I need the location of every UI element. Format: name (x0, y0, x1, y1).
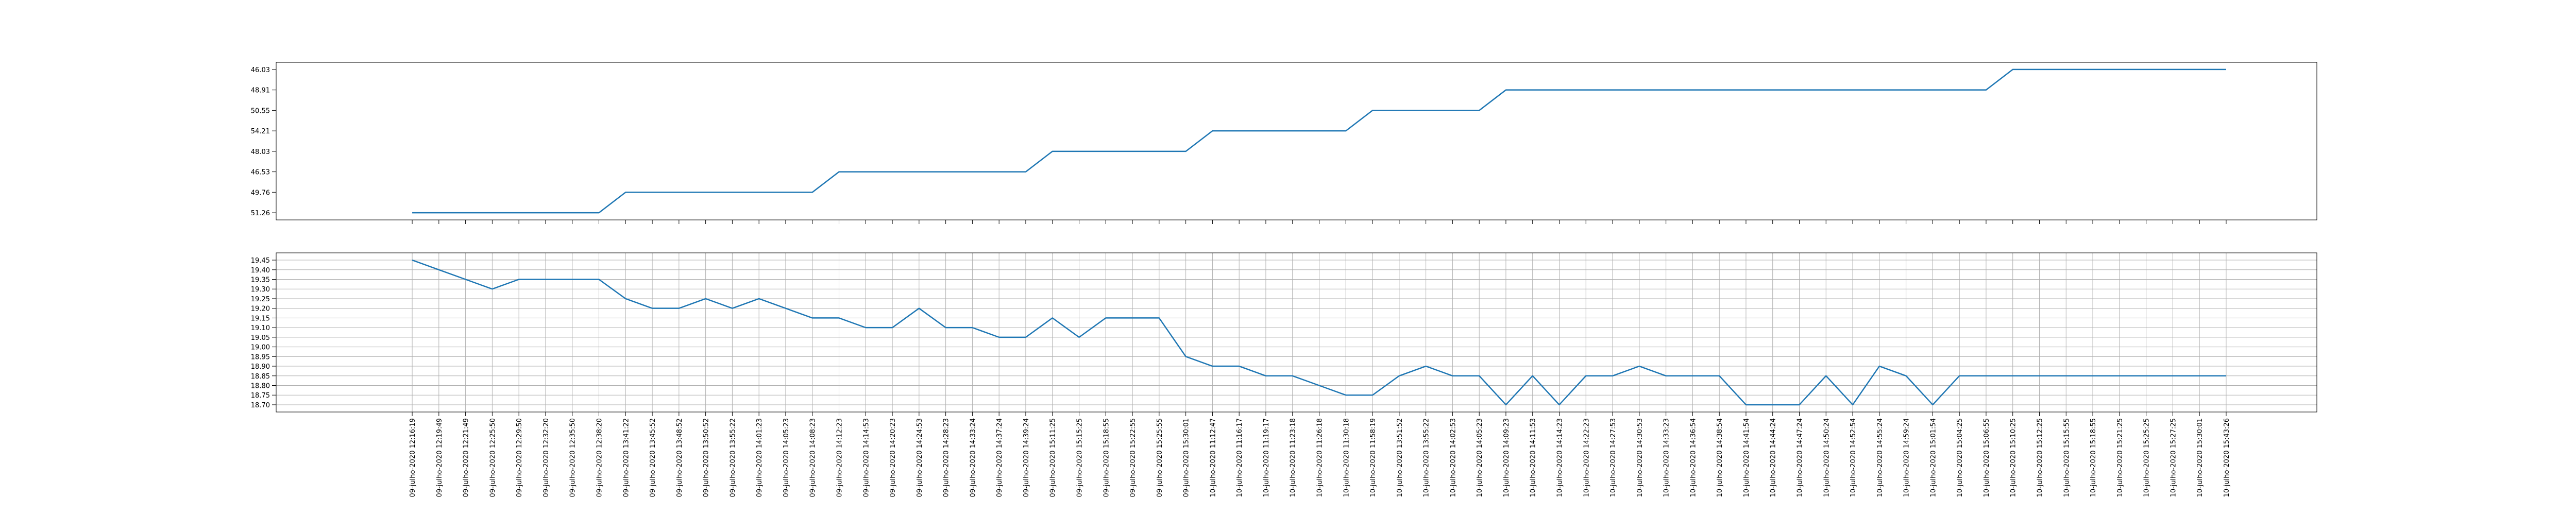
x-tick-label: 10-julho-2020 11:12:47 (1209, 418, 1217, 497)
x-tick-label: 09-julho-2020 14:28:23 (943, 418, 951, 497)
x-tick-label: 10-julho-2020 11:30:18 (1343, 418, 1350, 497)
x-tick-label: 10-julho-2020 15:10:25 (2010, 418, 2018, 497)
x-tick-label: 09-julho-2020 12:32:20 (543, 418, 550, 497)
x-tick-label: 10-julho-2020 15:04:25 (1956, 418, 1964, 497)
x-tick-label: 09-julho-2020 15:18:55 (1103, 418, 1110, 497)
x-tick-label: 09-julho-2020 15:11:25 (1049, 418, 1057, 497)
x-tick-label: 09-julho-2020 15:22:55 (1129, 418, 1137, 497)
x-tick-label: 10-julho-2020 15:25:25 (2143, 418, 2151, 497)
y-tick-label: 51.26 (251, 210, 270, 217)
x-tick-label: 10-julho-2020 15:27:25 (2170, 418, 2177, 497)
y-tick-label: 18.70 (251, 402, 270, 409)
y-tick-label: 19.35 (251, 277, 270, 284)
x-tick-label: 09-julho-2020 14:33:24 (969, 418, 977, 497)
x-tick-label: 09-julho-2020 14:01:23 (756, 418, 764, 497)
y-tick-label: 48.03 (251, 148, 270, 156)
x-tick-label: 09-julho-2020 14:08:23 (809, 418, 817, 497)
x-tick-label: 10-julho-2020 11:19:17 (1263, 418, 1270, 497)
y-tick-label: 19.05 (251, 334, 270, 342)
x-tick-label: 10-julho-2020 13:55:22 (1423, 418, 1431, 497)
x-tick-label: 10-julho-2020 15:15:55 (2063, 418, 2071, 497)
y-tick-label: 19.15 (251, 315, 270, 322)
x-tick-label: 09-julho-2020 14:39:24 (1023, 418, 1030, 497)
x-tick-label: 10-julho-2020 14:14:23 (1556, 418, 1564, 497)
x-tick-label: 10-julho-2020 15:30:01 (2196, 418, 2204, 497)
y-tick-label: 46.03 (251, 66, 270, 74)
x-tick-label: 10-julho-2020 11:16:17 (1236, 418, 1244, 497)
x-tick-label: 09-julho-2020 15:25:55 (1156, 418, 1164, 497)
x-tick-label: 10-julho-2020 15:18:55 (2090, 418, 2097, 497)
y-tick-label: 18.95 (251, 353, 270, 361)
x-tick-label: 10-julho-2020 11:26:18 (1316, 418, 1324, 497)
x-tick-label: 09-julho-2020 15:15:25 (1076, 418, 1084, 497)
x-tick-label: 10-julho-2020 15:12:25 (2037, 418, 2044, 497)
x-tick-label: 09-julho-2020 14:12:23 (836, 418, 844, 497)
x-tick-label: 10-julho-2020 15:21:25 (2116, 418, 2124, 497)
x-tick-label: 09-julho-2020 13:41:22 (622, 418, 630, 497)
y-tick-label: 19.40 (251, 267, 270, 274)
x-tick-label: 09-julho-2020 12:35:50 (569, 418, 577, 497)
x-tick-label: 09-julho-2020 12:25:50 (489, 418, 497, 497)
x-tick-label: 10-julho-2020 14:33:23 (1663, 418, 1671, 497)
x-tick-label: 10-julho-2020 15:06:55 (1983, 418, 1991, 497)
x-tick-label: 09-julho-2020 14:14:53 (862, 418, 870, 497)
x-tick-label: 10-julho-2020 14:38:54 (1716, 418, 1724, 497)
x-tick-label: 10-julho-2020 14:50:24 (1823, 418, 1831, 497)
x-tick-label: 09-julho-2020 12:19:49 (436, 418, 444, 497)
x-tick-label: 10-julho-2020 14:52:54 (1850, 418, 1857, 497)
x-tick-label: 10-julho-2020 14:36:54 (1689, 418, 1697, 497)
y-tick-label: 19.20 (251, 305, 270, 313)
x-tick-label: 09-julho-2020 14:24:53 (916, 418, 924, 497)
y-tick-label: 18.75 (251, 392, 270, 400)
y-tick-label: 54.21 (251, 128, 270, 135)
x-tick-label: 10-julho-2020 11:58:19 (1369, 418, 1377, 497)
x-tick-label: 09-julho-2020 13:48:52 (676, 418, 684, 497)
y-tick-label: 46.53 (251, 169, 270, 177)
y-tick-label: 18.80 (251, 383, 270, 390)
x-tick-label: 10-julho-2020 14:55:24 (1876, 418, 1884, 497)
x-tick-label: 10-julho-2020 14:30:53 (1636, 418, 1644, 497)
x-tick-label: 10-julho-2020 14:02:53 (1449, 418, 1457, 497)
x-tick-label: 10-julho-2020 14:22:23 (1583, 418, 1590, 497)
x-tick-label: 10-julho-2020 14:44:24 (1770, 418, 1777, 497)
y-tick-label: 19.10 (251, 324, 270, 332)
x-tick-label: 09-julho-2020 13:50:52 (703, 418, 710, 497)
x-tick-label: 09-julho-2020 14:37:24 (996, 418, 1004, 497)
x-tick-label: 10-julho-2020 11:23:18 (1290, 418, 1297, 497)
x-tick-label: 10-julho-2020 13:51:52 (1396, 418, 1404, 497)
x-tick-label: 09-julho-2020 12:16:19 (409, 418, 417, 497)
series-line (412, 68, 2226, 214)
axes-frame (276, 252, 2317, 413)
x-tick-label: 09-julho-2020 14:05:23 (783, 418, 790, 497)
x-tick-label: 10-julho-2020 14:27:53 (1609, 418, 1617, 497)
y-tick-label: 49.76 (251, 189, 270, 197)
x-tick-label: 10-julho-2020 14:05:23 (1476, 418, 1484, 497)
x-tick-label: 09-julho-2020 14:20:23 (889, 418, 897, 497)
y-tick-label: 19.25 (251, 296, 270, 303)
y-tick-label: 19.00 (251, 344, 270, 352)
x-tick-label: 09-julho-2020 12:38:20 (596, 418, 604, 497)
y-tick-label: 18.90 (251, 363, 270, 371)
x-tick-label: 10-julho-2020 14:11:53 (1530, 418, 1537, 497)
x-tick-label: 09-julho-2020 13:45:52 (649, 418, 657, 497)
y-tick-label: 50.55 (251, 107, 270, 115)
x-tick-label: 09-julho-2020 12:21:49 (463, 418, 470, 497)
x-tick-label: 10-julho-2020 14:41:54 (1743, 418, 1751, 497)
y-tick-label: 19.45 (251, 257, 270, 265)
x-tick-label: 10-julho-2020 14:47:24 (1797, 418, 1804, 497)
y-tick-label: 19.30 (251, 286, 270, 294)
x-tick-label: 10-julho-2020 14:59:24 (1903, 418, 1911, 497)
series-line (412, 259, 2226, 406)
y-tick-label: 48.91 (251, 87, 270, 95)
x-tick-label: 10-julho-2020 14:09:23 (1503, 418, 1511, 497)
x-tick-label: 09-julho-2020 15:30:01 (1183, 418, 1191, 497)
x-tick-label: 10-julho-2020 15:43:26 (2223, 418, 2231, 497)
axes-frame (276, 62, 2317, 220)
x-tick-label: 10-julho-2020 15:01:54 (1929, 418, 1937, 497)
y-tick-label: 18.85 (251, 373, 270, 381)
x-tick-label: 09-julho-2020 12:29:50 (516, 418, 523, 497)
x-tick-label: 09-julho-2020 13:55:22 (729, 418, 737, 497)
